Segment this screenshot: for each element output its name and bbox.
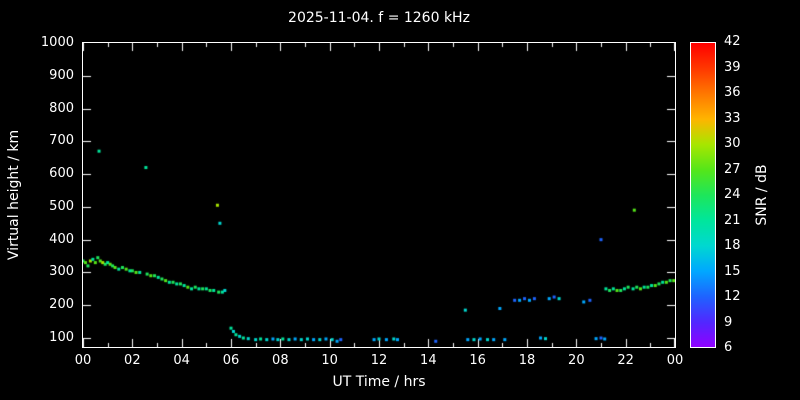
colorbar-tick-label: 30 bbox=[724, 136, 741, 151]
y-tick-label: 500 bbox=[49, 198, 74, 214]
colorbar-tick-label: 42 bbox=[724, 34, 741, 49]
x-tick-label: 10 bbox=[321, 353, 338, 368]
y-tick-label: 200 bbox=[49, 297, 74, 313]
colorbar-tick-label: 36 bbox=[724, 85, 741, 100]
x-tick-label: 06 bbox=[222, 353, 240, 368]
colorbar-tick-label: 18 bbox=[724, 238, 741, 253]
x-tick-label: 08 bbox=[272, 353, 289, 368]
colorbar-tick-label: 27 bbox=[724, 161, 741, 177]
colorbar-gradient bbox=[690, 42, 716, 348]
colorbar-label: SNR / dB bbox=[754, 164, 770, 226]
colorbar-tick-label: 21 bbox=[724, 212, 741, 228]
y-tick-label: 900 bbox=[49, 67, 74, 83]
scatter-canvas bbox=[83, 43, 675, 347]
chart-title: 2025-11-04. f = 1260 kHz bbox=[288, 10, 470, 26]
plot-area bbox=[82, 42, 676, 348]
y-tick-label: 1000 bbox=[40, 35, 74, 50]
x-tick-label: 18 bbox=[518, 353, 536, 368]
colorbar-tick-label: 15 bbox=[724, 263, 741, 279]
y-tick-label: 800 bbox=[49, 100, 74, 116]
y-tick-label: 700 bbox=[49, 133, 74, 149]
x-tick-label: 02 bbox=[124, 353, 141, 368]
x-tick-label: 00 bbox=[74, 353, 92, 368]
x-tick-label: 00 bbox=[666, 353, 684, 368]
colorbar-tick-label: 33 bbox=[724, 110, 741, 126]
colorbar-tick-label: 6 bbox=[724, 340, 733, 355]
colorbar-tick-label: 12 bbox=[724, 289, 741, 304]
x-tick-label: 04 bbox=[173, 353, 190, 368]
x-tick-label: 22 bbox=[617, 353, 634, 368]
x-tick-label: 12 bbox=[370, 353, 388, 368]
x-axis-label: UT Time / hrs bbox=[332, 374, 426, 390]
x-tick-label: 20 bbox=[568, 353, 585, 368]
y-axis-label: Virtual height / km bbox=[6, 129, 22, 261]
y-tick-label: 300 bbox=[49, 264, 74, 280]
colorbar-tick-label: 24 bbox=[724, 187, 741, 202]
colorbar-tick-label: 9 bbox=[724, 314, 733, 330]
x-tick-label: 14 bbox=[420, 353, 437, 368]
y-tick-label: 100 bbox=[49, 330, 74, 345]
y-tick-label: 400 bbox=[49, 231, 74, 247]
x-tick-label: 16 bbox=[469, 353, 486, 368]
y-tick-label: 600 bbox=[49, 166, 74, 182]
colorbar-tick-label: 39 bbox=[724, 59, 741, 75]
